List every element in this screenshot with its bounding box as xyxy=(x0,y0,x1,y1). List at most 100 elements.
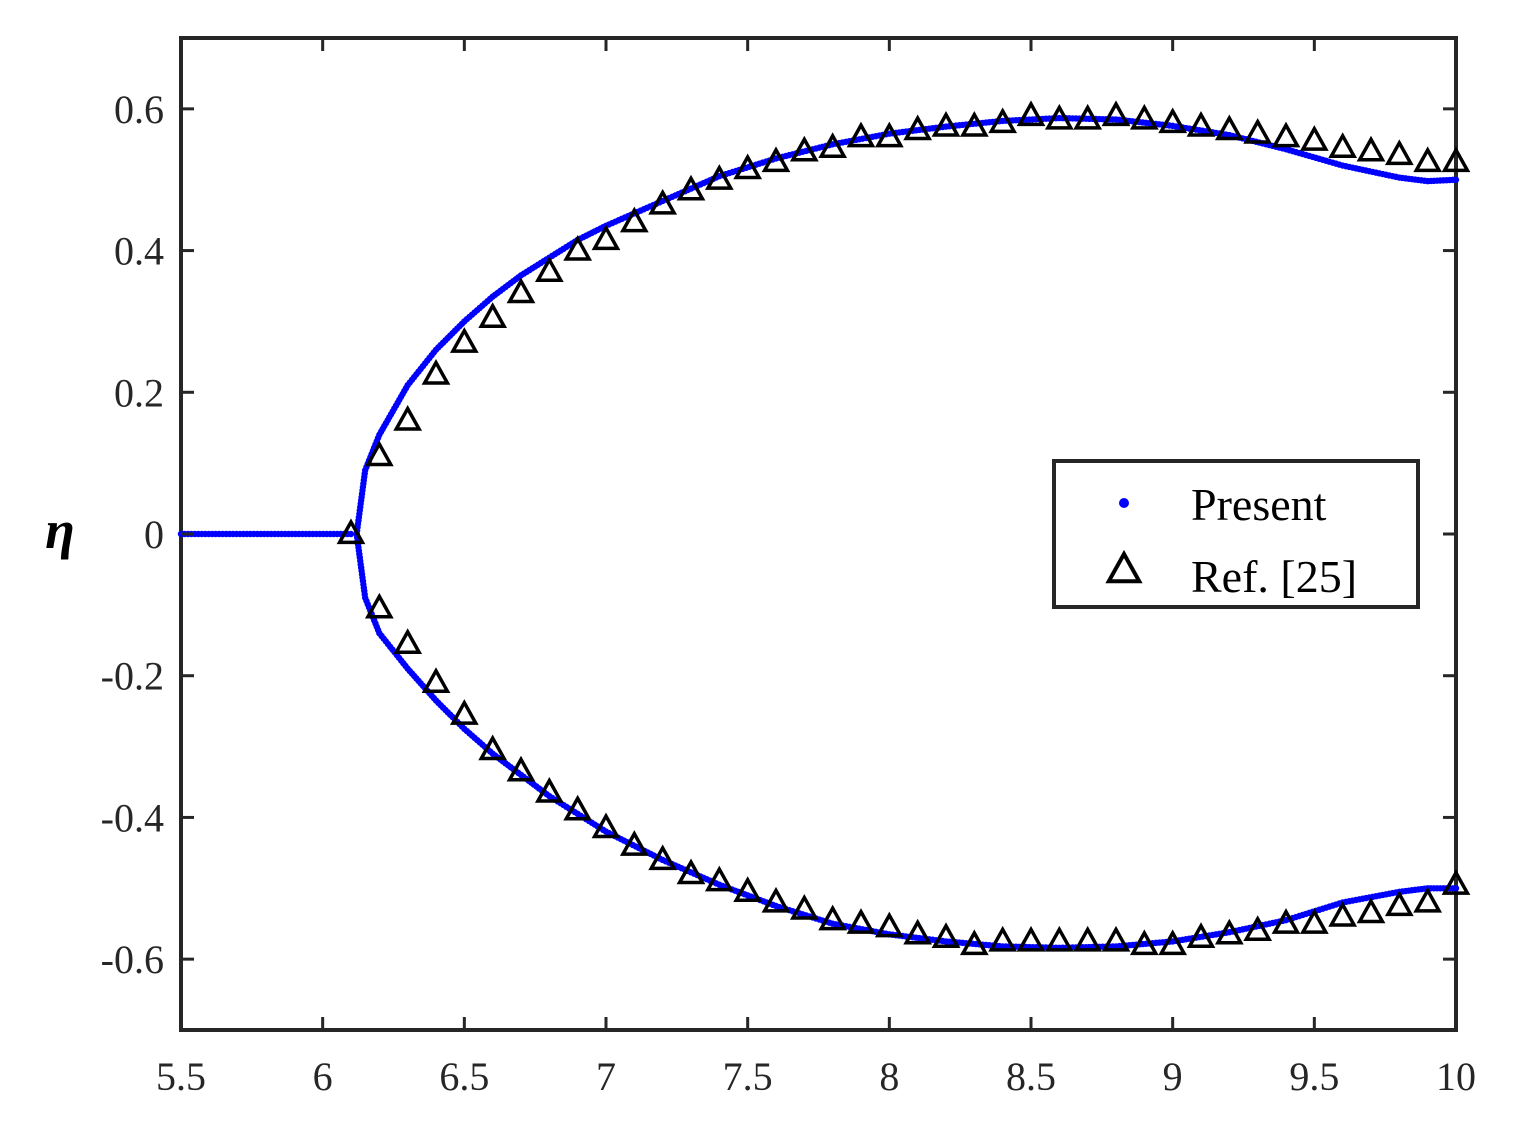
data-point-ref xyxy=(421,667,451,693)
legend-label-present: Present xyxy=(1191,479,1327,530)
data-point-ref xyxy=(1044,103,1074,130)
data-point-ref xyxy=(1073,103,1103,130)
x-tick-label: 7 xyxy=(596,1054,616,1099)
data-point-ref xyxy=(818,904,848,931)
data-point-ref xyxy=(619,830,649,856)
data-point-ref xyxy=(1243,118,1273,144)
data-point-ref xyxy=(874,911,904,938)
y-tick-label: -0.6 xyxy=(101,937,164,982)
data-point-ref xyxy=(563,794,593,821)
data-point-ref xyxy=(931,922,961,949)
data-point-ref xyxy=(364,592,394,619)
data-point-ref xyxy=(1356,897,1386,924)
data-point-ref xyxy=(704,164,734,190)
data-point-ref xyxy=(648,188,678,215)
data-point-ref xyxy=(449,699,479,725)
data-point-ref xyxy=(1271,908,1301,934)
data-point-ref xyxy=(1243,915,1273,941)
legend-dot-marker xyxy=(1119,498,1129,508)
data-point-ref xyxy=(789,135,819,162)
data-point-ref xyxy=(393,628,423,654)
data-point-ref xyxy=(1299,125,1329,151)
data-point-ref xyxy=(1129,103,1159,130)
y-tick-label: -0.2 xyxy=(101,654,164,699)
data-point-ref xyxy=(1328,132,1358,158)
data-point-ref xyxy=(761,886,791,913)
data-point-ref xyxy=(1073,925,1103,952)
data-point-ref xyxy=(1413,886,1443,913)
data-point-ref xyxy=(1129,929,1159,956)
data-point-ref xyxy=(931,110,961,137)
legend-triangle-marker xyxy=(1105,549,1143,584)
data-point-ref xyxy=(733,876,763,902)
legend-label-ref: Ref. [25] xyxy=(1191,551,1357,602)
data-point-ref xyxy=(1328,901,1358,927)
x-tick-label: 8 xyxy=(879,1054,899,1099)
y-tick-label: 0.2 xyxy=(114,370,164,415)
data-point-present xyxy=(347,530,355,538)
data-point-ref xyxy=(959,929,989,956)
data-point-ref xyxy=(591,812,621,839)
data-point-ref xyxy=(846,121,876,148)
y-tick-label: -0.4 xyxy=(101,795,164,840)
x-tick-label: 10 xyxy=(1436,1054,1476,1099)
y-tick-label: 0 xyxy=(144,512,164,557)
x-tick-label: 6.5 xyxy=(439,1054,489,1099)
data-point-ref xyxy=(789,893,819,920)
data-point-ref xyxy=(988,925,1018,952)
x-tick-label: 5.5 xyxy=(156,1054,206,1099)
data-point-present xyxy=(1452,885,1460,892)
data-point-ref xyxy=(1186,110,1216,137)
x-axis: 5.5 6 6.5 7 7.5 8 8.5 9 9.5 10 xyxy=(156,38,1476,1099)
data-point-ref xyxy=(1214,918,1244,945)
data-point-ref xyxy=(619,206,649,233)
data-point-ref xyxy=(818,132,848,158)
data-point-ref xyxy=(1158,929,1188,956)
data-point-ref xyxy=(846,908,876,934)
data-point-ref xyxy=(903,114,933,141)
data-point-ref xyxy=(1158,107,1188,134)
data-point-ref xyxy=(1214,114,1244,141)
data-point-ref xyxy=(534,256,564,282)
legend: Present Ref. [25] xyxy=(1052,459,1420,609)
x-tick-label: 7.5 xyxy=(723,1054,773,1099)
data-point-ref xyxy=(1044,925,1074,952)
x-tick-label: 9.5 xyxy=(1289,1054,1339,1099)
data-point-ref xyxy=(676,858,706,885)
data-point-ref xyxy=(1299,908,1329,934)
data-point-ref xyxy=(761,146,791,173)
data-point-ref xyxy=(1101,925,1131,952)
series-ref-25 xyxy=(336,100,1471,956)
data-point-ref xyxy=(393,405,423,431)
data-point-ref xyxy=(1271,121,1301,148)
data-point-ref xyxy=(704,865,734,892)
data-point-ref xyxy=(364,440,394,467)
data-point-ref xyxy=(903,918,933,945)
data-point-ref xyxy=(1384,890,1414,917)
data-point-ref xyxy=(478,302,508,329)
data-point-ref xyxy=(874,121,904,148)
data-point-ref xyxy=(733,153,763,180)
data-point-ref xyxy=(959,110,989,137)
data-point-ref xyxy=(449,327,479,353)
x-tick-label: 9 xyxy=(1163,1054,1183,1099)
data-point-ref xyxy=(988,107,1018,134)
data-point-ref xyxy=(534,777,564,803)
data-point-ref xyxy=(563,234,593,261)
data-point-ref xyxy=(506,277,536,304)
data-point-ref xyxy=(1356,135,1386,162)
data-point-ref xyxy=(1441,869,1471,895)
data-point-ref xyxy=(506,755,536,782)
data-point-ref xyxy=(478,734,508,761)
y-axis: -0.6 -0.4 -0.2 0 0.2 0.4 0.6 xyxy=(101,87,1456,982)
data-point-ref xyxy=(1413,146,1443,173)
data-point-ref xyxy=(336,518,366,545)
data-point-ref xyxy=(421,358,451,385)
y-axis-label: η xyxy=(45,500,75,560)
data-point-ref xyxy=(1101,100,1131,127)
data-point-ref xyxy=(1016,925,1046,952)
data-point-ref xyxy=(648,844,678,871)
data-point-ref xyxy=(1186,922,1216,949)
data-point-ref xyxy=(676,174,706,201)
